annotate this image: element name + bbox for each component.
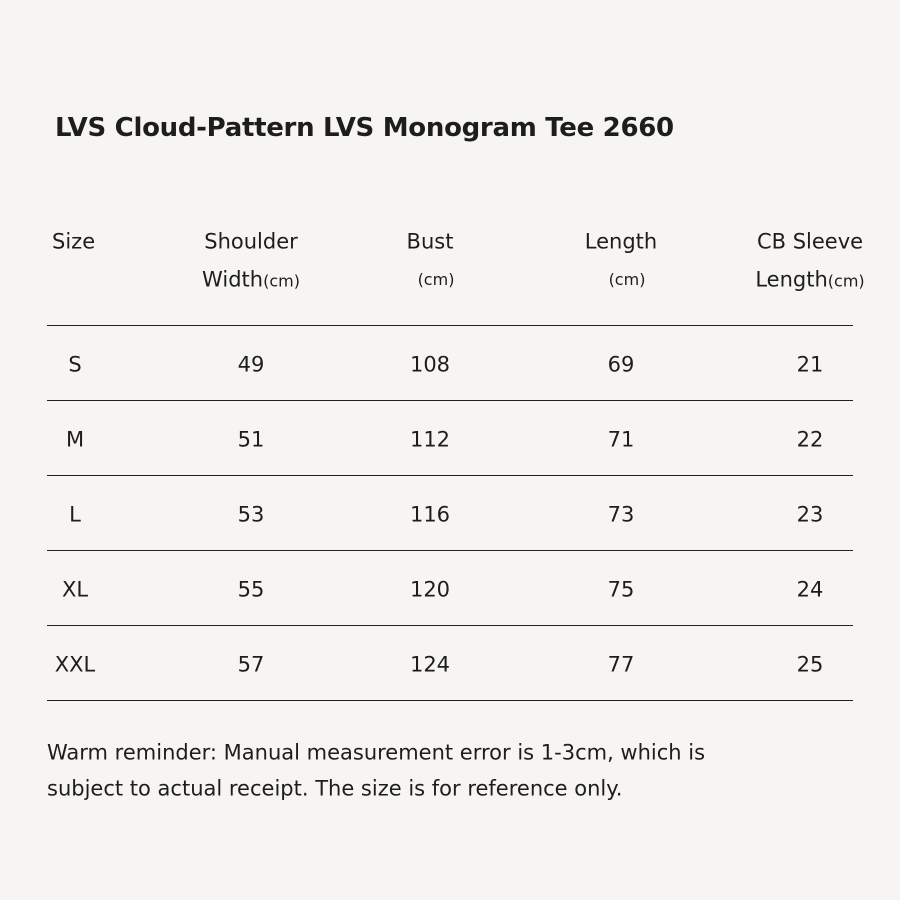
header-unit: (cm) bbox=[827, 271, 865, 291]
header-text: Size bbox=[52, 229, 96, 254]
table-cell: 22 bbox=[796, 427, 824, 451]
note-text: subject to actual receipt. The size is f… bbox=[47, 776, 623, 801]
note-text: Warm reminder: Manual measurement error … bbox=[47, 740, 706, 765]
table-cell: 69 bbox=[607, 352, 635, 376]
table-cell: 77 bbox=[607, 652, 635, 676]
header-unit: (cm) bbox=[263, 271, 300, 291]
header-text: Length(cm) bbox=[755, 267, 865, 292]
title: LVS Cloud-Pattern LVS Monogram Tee 2660 bbox=[55, 113, 674, 143]
header-text: Shoulder bbox=[204, 229, 298, 254]
header-text: Length bbox=[584, 229, 658, 254]
header-unit: (cm) bbox=[417, 270, 455, 289]
table-cell: 124 bbox=[409, 652, 451, 676]
header-text: CB Sleeve bbox=[756, 229, 864, 254]
table-cell: 25 bbox=[796, 652, 824, 676]
table-cell: 108 bbox=[409, 352, 451, 376]
table-cell: 57 bbox=[237, 652, 265, 676]
table-cell: 75 bbox=[607, 577, 635, 601]
table-cell: 49 bbox=[237, 352, 265, 376]
table-cell: XL bbox=[61, 577, 89, 601]
row-divider bbox=[47, 475, 853, 476]
table-cell: 73 bbox=[607, 502, 635, 526]
table-cell: XXL bbox=[54, 652, 96, 676]
row-divider bbox=[47, 325, 853, 326]
table-cell: 51 bbox=[237, 427, 265, 451]
header-text: Width(cm) bbox=[202, 267, 300, 292]
header-unit: (cm) bbox=[608, 270, 646, 289]
table-cell: 21 bbox=[796, 352, 824, 376]
table-cell: L bbox=[69, 502, 81, 526]
row-divider bbox=[47, 550, 853, 551]
header-text: Bust bbox=[406, 229, 454, 254]
table-cell: 71 bbox=[607, 427, 635, 451]
table-cell: 55 bbox=[237, 577, 265, 601]
row-divider bbox=[47, 700, 853, 701]
row-divider bbox=[47, 400, 853, 401]
row-divider bbox=[47, 625, 853, 626]
table-cell: 23 bbox=[796, 502, 824, 526]
table-cell: 116 bbox=[409, 502, 451, 526]
table-cell: S bbox=[68, 352, 82, 376]
table-cell: 120 bbox=[409, 577, 451, 601]
table-cell: 112 bbox=[409, 427, 451, 451]
table-cell: 24 bbox=[796, 577, 824, 601]
table-cell: 53 bbox=[237, 502, 265, 526]
table-cell: M bbox=[65, 427, 85, 451]
